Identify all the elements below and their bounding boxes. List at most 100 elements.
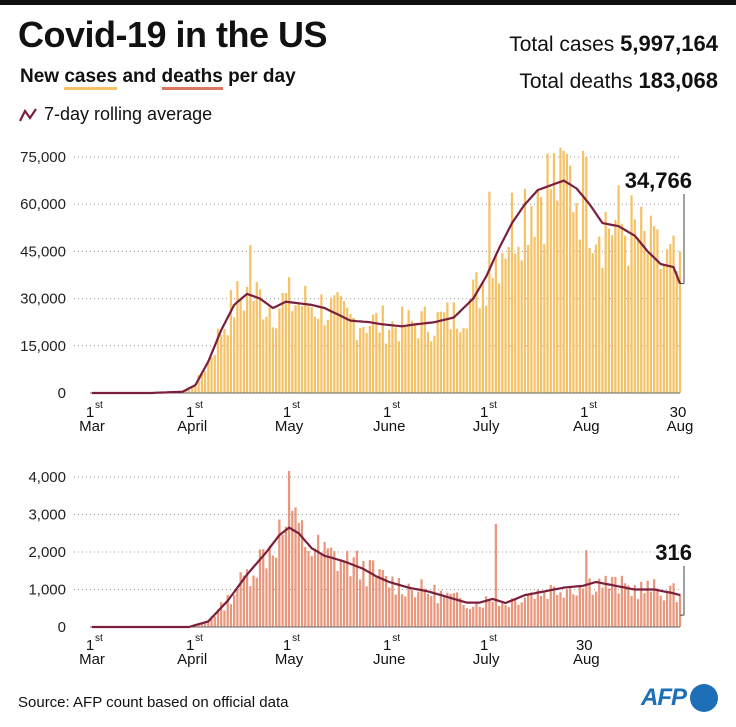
bar bbox=[378, 332, 381, 393]
bar bbox=[336, 292, 339, 393]
bar bbox=[485, 596, 488, 627]
bar bbox=[355, 550, 359, 627]
bar bbox=[355, 340, 359, 393]
bar bbox=[346, 307, 349, 393]
y-tick-label: 60,000 bbox=[20, 196, 66, 213]
bar bbox=[329, 547, 333, 627]
bar bbox=[265, 316, 268, 393]
chart-subtitle: New cases and deaths per day bbox=[20, 66, 296, 90]
bar bbox=[223, 329, 226, 393]
bar bbox=[333, 551, 336, 627]
bar bbox=[349, 576, 352, 627]
bar bbox=[552, 586, 556, 627]
bar bbox=[581, 588, 585, 627]
bar bbox=[468, 609, 472, 627]
bar bbox=[565, 589, 569, 627]
bar bbox=[636, 238, 640, 393]
bar bbox=[245, 569, 249, 627]
month-label: July bbox=[473, 651, 500, 668]
bar bbox=[275, 328, 278, 393]
bar bbox=[607, 588, 611, 627]
bar bbox=[494, 523, 497, 627]
subtitle-cases: cases bbox=[64, 66, 118, 90]
bar bbox=[339, 296, 342, 393]
bar bbox=[236, 280, 239, 393]
bar bbox=[207, 621, 210, 627]
bar bbox=[472, 279, 475, 393]
bar bbox=[533, 236, 536, 393]
y-tick-label: 4,000 bbox=[28, 469, 66, 486]
bar bbox=[653, 226, 656, 393]
bar bbox=[197, 375, 200, 393]
bar bbox=[475, 272, 478, 393]
bar bbox=[239, 572, 242, 627]
bar bbox=[307, 550, 310, 627]
bar bbox=[216, 328, 220, 393]
bar bbox=[643, 230, 646, 393]
bar bbox=[527, 244, 530, 393]
bar bbox=[465, 608, 468, 627]
month-day-suffix: st bbox=[392, 400, 400, 411]
bar bbox=[546, 153, 549, 393]
bar bbox=[213, 354, 216, 393]
month-day-label: 1 bbox=[580, 404, 588, 421]
bar bbox=[611, 576, 614, 627]
bar bbox=[675, 271, 678, 393]
subtitle-deaths: deaths bbox=[161, 66, 223, 90]
bar bbox=[197, 623, 200, 627]
bar bbox=[478, 606, 481, 627]
bar bbox=[320, 553, 323, 627]
month-day-label: 1 bbox=[383, 637, 391, 654]
bar bbox=[465, 328, 468, 393]
bar bbox=[275, 557, 278, 627]
bar bbox=[514, 598, 517, 627]
bar bbox=[594, 591, 598, 627]
bar bbox=[184, 389, 187, 393]
bar bbox=[585, 550, 588, 627]
bar bbox=[404, 596, 407, 627]
bar bbox=[417, 591, 420, 627]
bar bbox=[384, 576, 388, 627]
bar bbox=[617, 185, 620, 393]
bar bbox=[317, 534, 320, 627]
bar bbox=[207, 360, 210, 393]
bar bbox=[326, 319, 329, 393]
bar bbox=[284, 293, 287, 393]
bar bbox=[362, 561, 365, 627]
bar bbox=[527, 595, 530, 627]
bar bbox=[291, 310, 294, 393]
bar bbox=[365, 332, 368, 393]
bar bbox=[543, 244, 546, 393]
bar bbox=[575, 595, 578, 627]
bar bbox=[665, 249, 669, 393]
bar bbox=[656, 229, 659, 393]
bar bbox=[523, 597, 527, 627]
bar bbox=[423, 306, 426, 393]
bar bbox=[510, 192, 514, 393]
month-day-label: 1 bbox=[186, 637, 194, 654]
bar bbox=[229, 290, 233, 393]
bar bbox=[501, 253, 504, 393]
end-value-label: 316 bbox=[655, 540, 692, 565]
subtitle-new: New bbox=[20, 66, 65, 87]
bar bbox=[598, 578, 601, 627]
bar bbox=[388, 587, 391, 627]
bar bbox=[452, 302, 455, 393]
bar bbox=[359, 579, 362, 627]
bar bbox=[530, 206, 533, 393]
bar bbox=[378, 569, 381, 627]
bar bbox=[468, 298, 472, 393]
bar bbox=[633, 585, 636, 627]
bar bbox=[620, 223, 623, 393]
bar bbox=[401, 594, 404, 627]
bar bbox=[413, 597, 417, 627]
bar bbox=[443, 312, 446, 393]
bar bbox=[388, 329, 391, 393]
bar bbox=[653, 579, 656, 627]
bar bbox=[313, 316, 317, 393]
bar bbox=[391, 576, 394, 627]
bar bbox=[623, 235, 627, 393]
bar bbox=[433, 335, 436, 393]
bar bbox=[565, 153, 569, 393]
bar bbox=[262, 549, 265, 627]
